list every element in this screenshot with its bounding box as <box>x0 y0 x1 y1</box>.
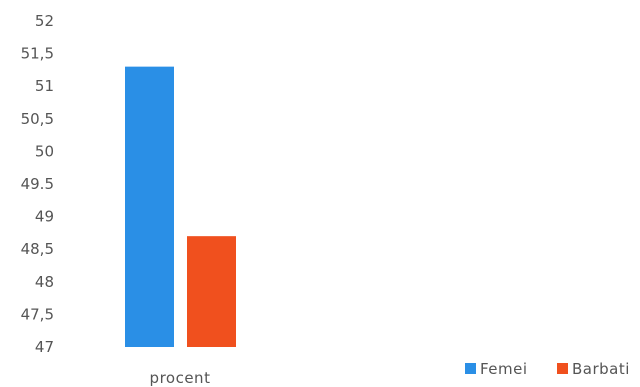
legend-swatch-barbati <box>557 363 568 374</box>
y-axis-ticks: 47 47,5 48 48,5 49 49.5 50 50,5 51 51,5 52 <box>21 12 54 356</box>
legend: Femei Barbati <box>465 360 630 378</box>
y-tick-label: 48 <box>35 273 54 291</box>
legend-swatch-femei <box>465 363 476 374</box>
x-category-label: procent <box>150 369 211 387</box>
bars <box>125 66 236 347</box>
bar-femei <box>125 66 174 347</box>
y-tick-label: 51,5 <box>21 45 54 63</box>
y-tick-label: 49.5 <box>21 175 54 193</box>
x-axis-categories: procent <box>150 369 211 387</box>
y-tick-label: 50 <box>35 142 54 160</box>
y-tick-label: 47 <box>35 338 54 356</box>
y-tick-label: 50,5 <box>21 110 54 128</box>
y-tick-label: 48,5 <box>21 240 54 258</box>
y-tick-label: 52 <box>35 12 54 30</box>
legend-label-femei: Femei <box>480 360 528 378</box>
y-tick-label: 47,5 <box>21 305 54 323</box>
legend-label-barbati: Barbati <box>572 360 630 378</box>
bar-barbati <box>187 236 236 347</box>
y-tick-label: 51 <box>35 77 54 95</box>
y-tick-label: 49 <box>35 208 54 226</box>
